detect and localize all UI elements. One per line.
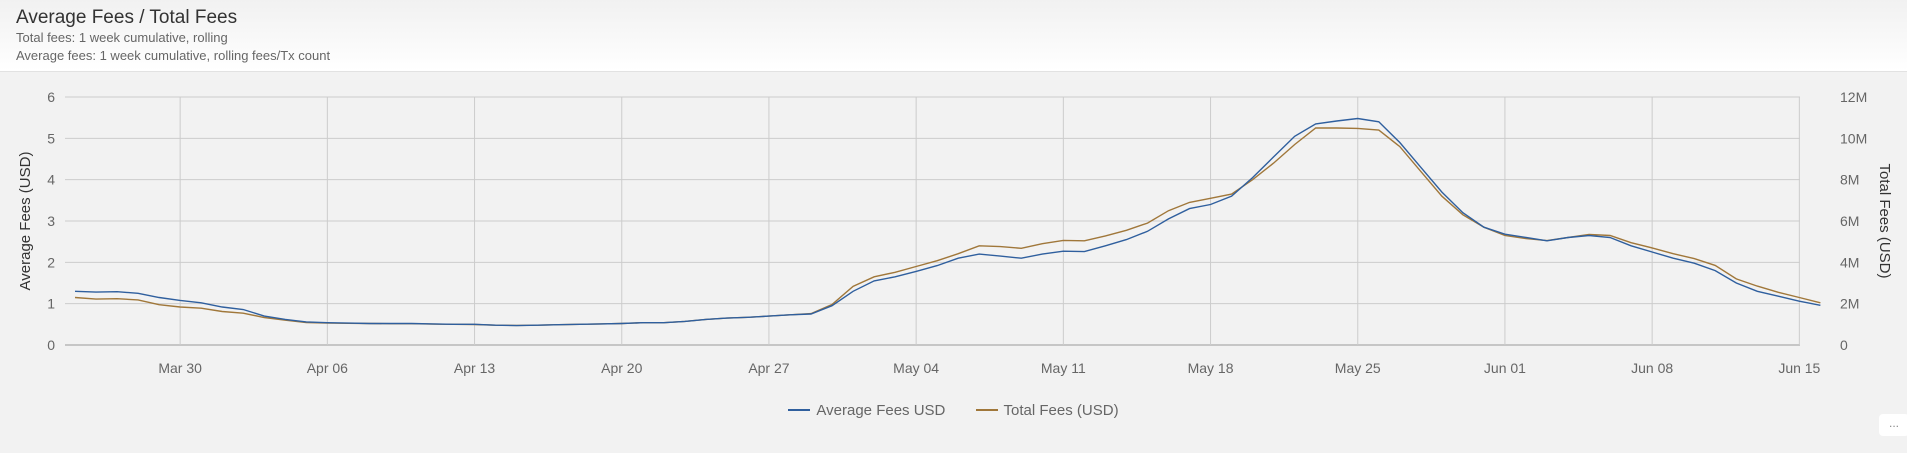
more-options-button[interactable]: ... bbox=[1879, 414, 1907, 436]
right-tick-label: 0 bbox=[1840, 337, 1848, 353]
x-tick-label: Apr 27 bbox=[748, 360, 789, 376]
legend-label-total: Total Fees (USD) bbox=[1003, 401, 1119, 419]
legend-item-average[interactable]: Average Fees USD bbox=[788, 402, 945, 419]
x-tick-label: Apr 06 bbox=[307, 360, 348, 376]
x-tick-label: May 25 bbox=[1335, 360, 1381, 376]
ellipsis-icon: ... bbox=[1888, 416, 1899, 430]
left-tick-label: 4 bbox=[47, 172, 55, 188]
x-tick-label: Apr 20 bbox=[601, 360, 642, 376]
right-tick-label: 4M bbox=[1840, 254, 1859, 270]
right-tick-label: 6M bbox=[1840, 213, 1859, 229]
chart-subtitle-total: Total fees: 1 week cumulative, rolling bbox=[16, 30, 228, 45]
x-tick-label: May 18 bbox=[1188, 360, 1234, 376]
x-axis-ticks: Mar 30 Apr 06 Apr 13 Apr 20 Apr 27 May 04 May … bbox=[158, 360, 1820, 376]
right-tick-label: 12M bbox=[1840, 89, 1867, 105]
right-tick-label: 10M bbox=[1840, 130, 1867, 146]
x-tick-label: Mar 30 bbox=[158, 360, 202, 376]
x-tick-label: May 11 bbox=[1041, 360, 1086, 376]
legend-item-total[interactable]: Total Fees (USD) bbox=[975, 401, 1119, 419]
average-fees-line[interactable] bbox=[74, 117, 1821, 327]
chart-legend: Average Fees USD Total Fees (USD) bbox=[0, 398, 1907, 419]
left-tick-label: 3 bbox=[47, 213, 55, 229]
total-fees-line[interactable] bbox=[74, 127, 1821, 327]
legend-label-average: Average Fees USD bbox=[816, 401, 946, 419]
right-axis-ticks: 0 2M 4M 6M 8M 10M 12M bbox=[1840, 89, 1867, 353]
x-tick-label: Apr 13 bbox=[454, 360, 495, 376]
right-axis-label: Total Fees (USD) bbox=[1876, 163, 1893, 278]
chart-title: Average Fees / Total Fees bbox=[16, 7, 238, 28]
legend-swatch-average-icon bbox=[788, 409, 811, 411]
left-tick-label: 0 bbox=[47, 337, 55, 353]
chart-subtitle-average: Average fees: 1 week cumulative, rolling… bbox=[16, 48, 331, 63]
left-axis-ticks: 0 1 2 3 4 5 6 bbox=[47, 89, 55, 353]
right-tick-label: 8M bbox=[1840, 172, 1859, 188]
x-tick-label: May 04 bbox=[893, 360, 939, 376]
left-tick-label: 6 bbox=[47, 89, 55, 105]
left-tick-label: 2 bbox=[47, 254, 55, 270]
grid-lines bbox=[65, 96, 1800, 346]
right-tick-label: 2M bbox=[1840, 296, 1859, 312]
x-tick-label: Jun 01 bbox=[1484, 360, 1526, 376]
left-tick-label: 5 bbox=[47, 130, 55, 146]
left-tick-label: 1 bbox=[47, 296, 55, 312]
chart-header: Average Fees / Total Fees Total fees: 1 … bbox=[0, 0, 1907, 72]
x-tick-label: Jun 15 bbox=[1778, 360, 1820, 376]
x-tick-label: Jun 08 bbox=[1631, 360, 1673, 376]
left-axis-label: Average Fees (USD) bbox=[17, 152, 34, 291]
legend-swatch-total-icon bbox=[975, 409, 998, 411]
